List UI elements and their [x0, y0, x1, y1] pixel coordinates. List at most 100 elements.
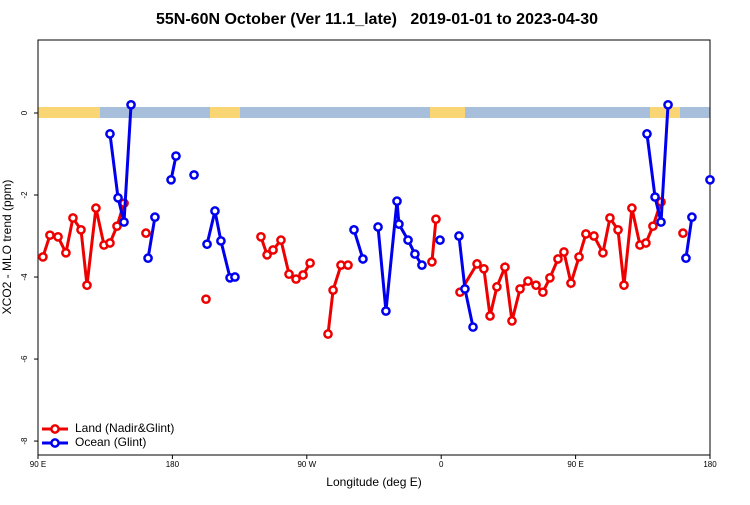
data-point [574, 252, 584, 262]
data-point [523, 276, 533, 286]
data-point [553, 254, 563, 264]
data-point [210, 206, 220, 216]
data-point [381, 306, 391, 316]
land-ocean-strip [38, 107, 710, 118]
data-point [323, 329, 333, 339]
data-point [492, 282, 502, 292]
data-point [262, 250, 272, 260]
data-point [143, 253, 153, 264]
data-point [61, 247, 71, 258]
legend-label: Ocean (Glint) [75, 435, 146, 449]
data-point [427, 257, 437, 267]
data-point [619, 280, 629, 291]
data-point [581, 229, 591, 239]
data-point [91, 203, 101, 213]
data-point [53, 231, 63, 242]
legend: Land (Nadir&Glint)Ocean (Glint) [42, 421, 174, 449]
data-point [328, 285, 338, 295]
y-tick-label: -2 [20, 191, 29, 199]
data-point [663, 99, 673, 110]
data-point [126, 99, 136, 110]
y-tick-label: -6 [20, 355, 29, 363]
data-point [45, 230, 55, 241]
data-point [284, 269, 294, 280]
data-point [605, 213, 615, 223]
data-point [394, 219, 404, 229]
data-point [641, 238, 651, 248]
strip-ocean [100, 107, 210, 118]
data-point [460, 284, 470, 294]
data-point [485, 311, 495, 321]
data-point [358, 254, 368, 264]
data-point [373, 222, 383, 232]
data-point [305, 258, 315, 268]
data-point [68, 213, 78, 223]
data-point [500, 262, 510, 273]
data-point [291, 274, 301, 284]
series [105, 99, 715, 332]
data-point [678, 228, 688, 238]
series-line [326, 263, 349, 335]
data-point [349, 225, 359, 235]
data-point [468, 322, 478, 332]
y-tick-label: 0 [20, 110, 29, 115]
data-point [598, 247, 608, 258]
data-point [566, 278, 576, 289]
data-point [150, 212, 160, 223]
plot-frame [37, 39, 711, 456]
x-tick-label: 90 E [30, 460, 46, 469]
data-point [230, 272, 240, 282]
data-point [656, 217, 666, 227]
data-point [141, 228, 151, 238]
data-point [687, 212, 697, 223]
data-point [642, 129, 652, 139]
data-point [105, 238, 115, 248]
data-point [410, 249, 420, 259]
data-point [648, 221, 658, 232]
x-tick-label: 180 [166, 460, 180, 469]
data-point [202, 239, 212, 250]
x-tick-label: 180 [703, 460, 717, 469]
data-point [479, 263, 489, 274]
strip-ocean [465, 107, 650, 118]
data-point [545, 272, 555, 283]
series-line [645, 104, 670, 223]
series-line [430, 219, 438, 262]
data-point [82, 280, 92, 291]
data-point [403, 235, 413, 245]
data-point [201, 294, 211, 305]
data-point [392, 196, 402, 207]
data-point [119, 217, 129, 227]
data-point [431, 214, 441, 225]
y-tick-label: -4 [20, 273, 29, 281]
data-point [189, 170, 199, 180]
data-point [454, 231, 464, 241]
data-point [435, 235, 445, 245]
data-point [256, 231, 266, 242]
data-point [171, 151, 181, 161]
data-point [515, 284, 525, 294]
data-point [276, 235, 286, 245]
series-line [108, 104, 133, 223]
data-point [613, 225, 623, 235]
data-point [705, 174, 715, 185]
strip-ocean [240, 107, 430, 118]
series-line [684, 216, 694, 259]
series-line [352, 229, 365, 260]
data-point [417, 260, 427, 270]
data-point [113, 193, 123, 203]
legend-label: Land (Nadir&Glint) [75, 421, 174, 435]
legend-marker [50, 424, 60, 434]
data-point [38, 252, 48, 262]
data-point [298, 270, 308, 280]
x-axis-label: Longitude (deg E) [326, 475, 421, 489]
data-point [507, 316, 517, 326]
data-point [627, 203, 637, 213]
chart-title: 55N-60N October (Ver 11.1_late) 2019-01-… [156, 11, 598, 28]
data-point [166, 174, 176, 185]
data-point [531, 280, 541, 291]
strip-ocean [680, 107, 710, 118]
y-tick-label: -8 [20, 437, 29, 445]
data-point [343, 260, 353, 270]
